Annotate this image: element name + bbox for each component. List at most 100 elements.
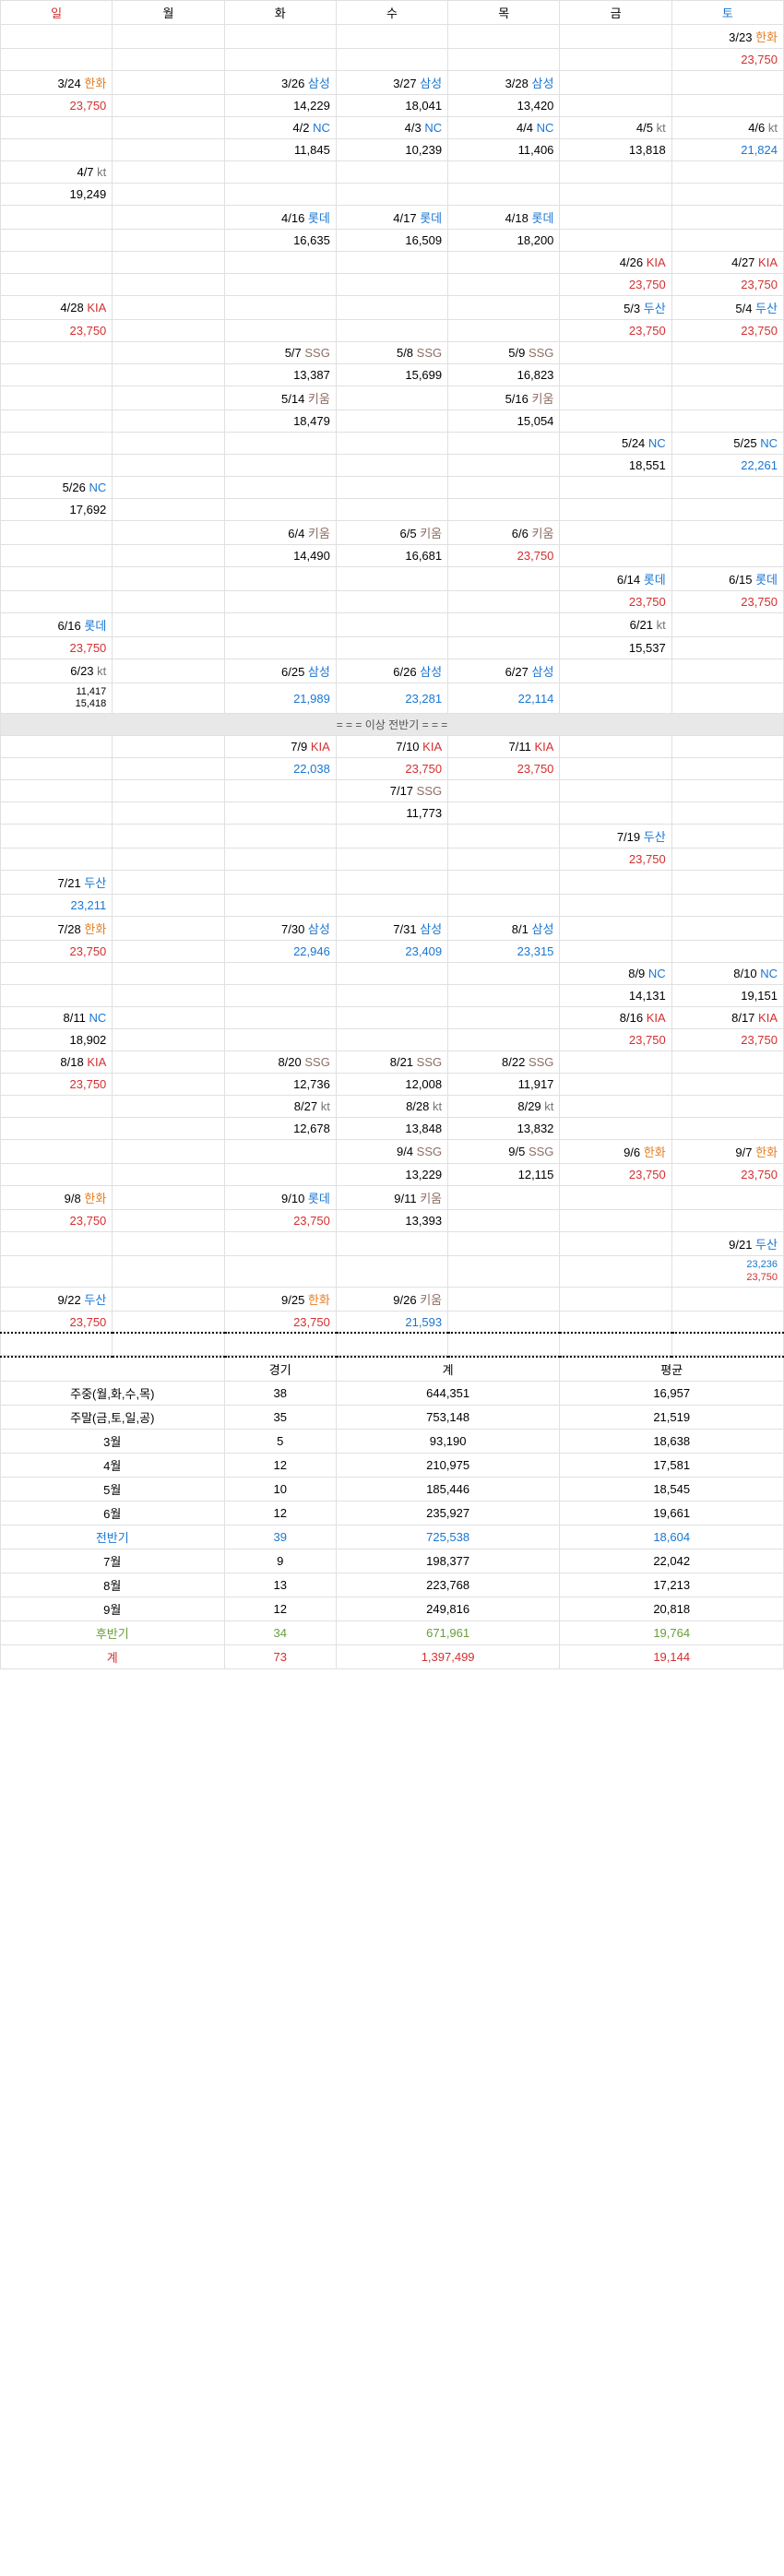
empty-cell [113, 1118, 224, 1140]
empty-cell [560, 1210, 671, 1232]
attendance-cell: 11,406 [448, 139, 560, 161]
date-text: 6/14 [617, 573, 644, 587]
empty-cell [336, 637, 447, 659]
team-name: kt [657, 618, 666, 632]
team-name: KIA [534, 740, 553, 754]
empty-cell [336, 825, 447, 849]
date-text: 8/21 [390, 1055, 417, 1069]
empty-cell [671, 161, 783, 184]
empty-cell [671, 230, 783, 252]
attendance-cell: 23,750 [448, 545, 560, 567]
empty-cell [448, 780, 560, 802]
empty-cell [336, 895, 447, 917]
empty-cell [448, 871, 560, 895]
empty-cell [560, 736, 671, 758]
date-text: 4/27 [731, 255, 758, 269]
game-date-cell: 3/28 삼성 [448, 71, 560, 95]
summary-games: 10 [224, 1477, 336, 1501]
empty-cell [671, 758, 783, 780]
empty-cell [336, 252, 447, 274]
empty-cell [113, 1210, 224, 1232]
attendance-cell: 23,211 [1, 895, 113, 917]
attendance-cell: 18,902 [1, 1029, 113, 1051]
empty-cell [671, 206, 783, 230]
empty-cell [448, 591, 560, 613]
empty-cell [448, 802, 560, 825]
summary-total: 249,816 [336, 1597, 560, 1620]
game-date-cell: 9/26 키움 [336, 1287, 447, 1311]
game-date-cell: 8/29 kt [448, 1096, 560, 1118]
empty-cell [560, 1186, 671, 1210]
summary-label: 3월 [1, 1429, 225, 1453]
summary-avg: 19,764 [560, 1620, 784, 1644]
team-name: NC [89, 1011, 107, 1025]
date-text: 8/10 [733, 967, 760, 980]
attendance-cell: 23,315 [448, 941, 560, 963]
game-date-cell: 4/5 kt [560, 117, 671, 139]
game-date-cell: 6/16 롯데 [1, 613, 113, 637]
team-name: 삼성 [420, 922, 442, 936]
team-name: SSG [417, 784, 442, 798]
attendance-cell: 13,848 [336, 1118, 447, 1140]
attendance-cell: 21,989 [224, 683, 336, 714]
empty-cell [113, 184, 224, 206]
attendance-cell: 22,261 [671, 455, 783, 477]
empty-cell [224, 1256, 336, 1287]
half-divider: = = = 이상 전반기 = = = [1, 714, 784, 736]
game-date-cell: 8/10 NC [671, 963, 783, 985]
empty-cell [671, 71, 783, 95]
empty-cell [336, 274, 447, 296]
empty-cell [1, 849, 113, 871]
empty-cell [1, 230, 113, 252]
team-name: 삼성 [531, 922, 553, 936]
summary-games: 39 [224, 1525, 336, 1549]
date-text: 6/21 [630, 618, 657, 632]
game-date-cell: 7/30 삼성 [224, 917, 336, 941]
team-name: 한화 [84, 77, 106, 90]
empty-cell [671, 659, 783, 683]
empty-cell [336, 1256, 447, 1287]
team-name: SSG [417, 1055, 442, 1069]
empty-cell [448, 184, 560, 206]
team-name: NC [537, 121, 554, 135]
empty-cell [113, 95, 224, 117]
empty-cell [560, 758, 671, 780]
date-text: 4/18 [505, 211, 532, 225]
empty-cell [560, 1096, 671, 1118]
date-text: 9/5 [508, 1145, 529, 1158]
empty-cell [224, 455, 336, 477]
team-name: 한화 [84, 922, 106, 936]
empty-cell [224, 567, 336, 591]
attendance-cell: 14,131 [560, 985, 671, 1007]
game-date-cell: 6/27 삼성 [448, 659, 560, 683]
empty-cell [224, 1333, 336, 1355]
empty-cell [224, 825, 336, 849]
empty-cell [560, 477, 671, 499]
empty-cell [113, 683, 224, 714]
team-name: NC [648, 967, 666, 980]
attendance-cell: 22,038 [224, 758, 336, 780]
attendance-cell: 17,692 [1, 499, 113, 521]
summary-total: 671,961 [336, 1620, 560, 1644]
empty-cell [224, 1164, 336, 1186]
empty-cell [113, 161, 224, 184]
empty-cell [671, 780, 783, 802]
date-text: 5/7 [285, 346, 305, 360]
attendance-cell: 22,114 [448, 683, 560, 714]
empty-cell [1, 1140, 113, 1164]
game-date-cell: 9/25 한화 [224, 1287, 336, 1311]
game-date-cell: 7/11 KIA [448, 736, 560, 758]
empty-cell [671, 941, 783, 963]
team-name: SSG [529, 1145, 553, 1158]
empty-cell [560, 780, 671, 802]
empty-cell [336, 455, 447, 477]
empty-cell [113, 1051, 224, 1074]
attendance-cell: 13,229 [336, 1164, 447, 1186]
game-date-cell: 8/11 NC [1, 1007, 113, 1029]
empty-cell [671, 871, 783, 895]
empty-cell [1, 825, 113, 849]
empty-cell [336, 963, 447, 985]
day-header: 목 [448, 1, 560, 25]
empty-cell [560, 71, 671, 95]
date-text: 5/25 [733, 436, 760, 450]
